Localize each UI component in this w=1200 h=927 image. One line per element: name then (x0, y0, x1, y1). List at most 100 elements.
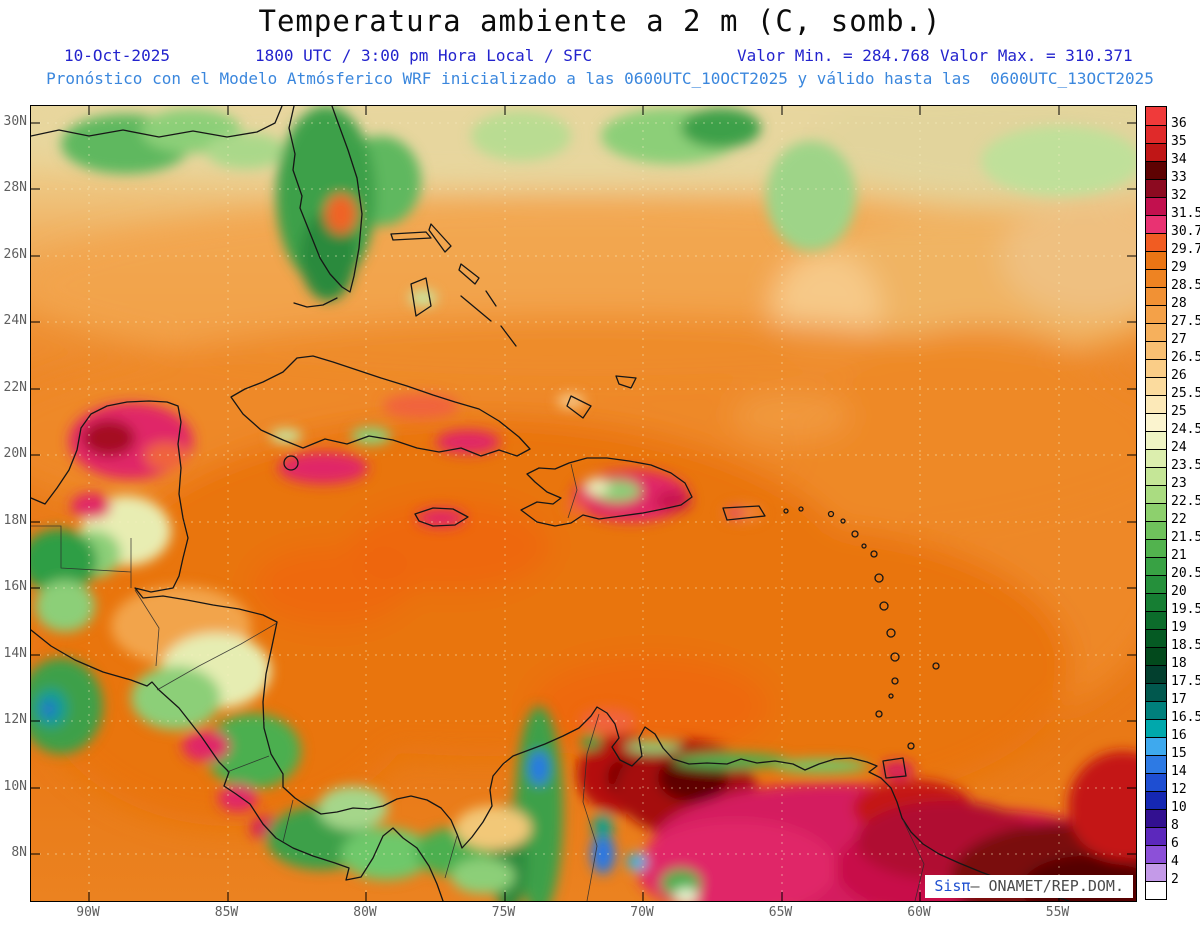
colorbar-tick-label: 19 (1171, 620, 1187, 635)
colorbar-tick-label: 4 (1171, 854, 1179, 869)
gulf-coast (31, 106, 283, 138)
colorbar-tick-label: 27 (1171, 332, 1187, 347)
colorbar-tick-label: 29 (1171, 260, 1187, 275)
colorbar-tick-label: 18 (1171, 656, 1187, 671)
colorbar-segment (1146, 377, 1166, 395)
lon-tick-label: 60W (907, 905, 931, 920)
forecast-model-line: Pronóstico con el Modelo Atmósferico WRF… (46, 69, 1154, 88)
colorbar-segment (1146, 827, 1166, 845)
lesser-antilles (783, 506, 940, 750)
colorbar-segment (1146, 647, 1166, 665)
colorbar-segment (1146, 431, 1166, 449)
jamaica-coast (414, 507, 469, 527)
isla-juventud (283, 455, 299, 471)
cuba-coast (230, 355, 531, 457)
colorbar-tick-label: 28.5 (1171, 278, 1200, 293)
colorbar-tick-label: 26.5 (1171, 350, 1200, 365)
colorbar-tick-label: 36 (1171, 116, 1187, 131)
colorbar-segment (1146, 683, 1166, 701)
colorbar-tick-label: 16 (1171, 728, 1187, 743)
colorbar-segment (1146, 305, 1166, 323)
lat-tick-label: 26N (3, 246, 27, 262)
colorbar-segment (1146, 539, 1166, 557)
colorbar-tick-label: 20.5 (1171, 566, 1200, 581)
colorbar-tick-label: 22.5 (1171, 494, 1200, 509)
colorbar-segment (1146, 107, 1166, 125)
colorbar-tick-label: 20 (1171, 584, 1187, 599)
grid-lines (31, 106, 1136, 901)
lon-tick-label: 70W (630, 905, 654, 920)
watermark-org: – ONAMET/REP.DOM. (970, 877, 1124, 895)
colorbar-tick-label: 25.5 (1171, 386, 1200, 401)
colorbar-tick-label: 28 (1171, 296, 1187, 311)
colorbar-tick-label: 32 (1171, 188, 1187, 203)
mainland-caribbean-coast (31, 400, 1070, 901)
lon-tick-label: 55W (1045, 905, 1070, 920)
colorbar-segment (1146, 161, 1166, 179)
colorbar-segment (1146, 467, 1166, 485)
colorbar-tick-label: 23.5 (1171, 458, 1200, 473)
colorbar-tick-label: 10 (1171, 800, 1187, 815)
colorbar-tick-label: 21.5 (1171, 530, 1200, 545)
lat-tick-label: 16N (3, 579, 27, 595)
run-date-label: 10-Oct-2025 (64, 46, 170, 65)
colorbar-segment (1146, 845, 1166, 863)
colorbar-tick-label: 15 (1171, 746, 1187, 761)
colorbar-segment (1146, 575, 1166, 593)
colorbar-tick-label: 33 (1171, 170, 1187, 185)
temperature-broad-field (31, 106, 1136, 826)
valid-time-label: 1800 UTC / 3:00 pm Hora Local / SFC (255, 46, 593, 65)
colorbar-segment (1146, 881, 1166, 899)
lat-tick-label: 10N (3, 778, 27, 794)
colorbar-tick-label: 29.7 (1171, 242, 1200, 257)
colorbar-segment (1146, 701, 1166, 719)
colorbar-tick-label: 16.5 (1171, 710, 1200, 725)
colorbar-segment (1146, 773, 1166, 791)
colorbar-tick-label: 24 (1171, 440, 1187, 455)
temperature-map-svg (31, 106, 1136, 901)
colorbar-segment (1146, 197, 1166, 215)
colorbar-tick-label: 21 (1171, 548, 1187, 563)
map-area: Sisπ– ONAMET/REP.DOM. (30, 105, 1137, 902)
colorbar-segment (1146, 593, 1166, 611)
colorbar-segment (1146, 629, 1166, 647)
colorbar-tick-label: 17.5 (1171, 674, 1200, 689)
page-title: Temperatura ambiente a 2 m (C, somb.) (258, 4, 942, 38)
colorbar-tick-label: 30.7 (1171, 224, 1200, 239)
trinidad-coast (882, 757, 907, 779)
colorbar-segment (1146, 215, 1166, 233)
lon-tick-label: 85W (214, 905, 239, 920)
bahamas (390, 223, 637, 419)
colorbar-segment (1146, 359, 1166, 377)
colorbar-segment (1146, 665, 1166, 683)
colorbar-segment (1146, 287, 1166, 305)
colorbar-segment (1146, 233, 1166, 251)
colorbar-tick-label: 25 (1171, 404, 1187, 419)
colorbar-tick-label: 2 (1171, 872, 1179, 887)
colorbar-segment (1146, 125, 1166, 143)
colorbar-segment (1146, 485, 1166, 503)
colorbar-tick-label: 34 (1171, 152, 1187, 167)
florida-keys (293, 297, 338, 308)
colorbar-segment (1146, 791, 1166, 809)
colorbar-segment (1146, 395, 1166, 413)
axis-ticks (31, 106, 1136, 901)
lat-tick-label: 28N (3, 180, 27, 196)
colorbar-tick-label: 19.5 (1171, 602, 1200, 617)
colorbar-tick-label: 17 (1171, 692, 1187, 707)
colorbar (1145, 106, 1167, 900)
lon-tick-label: 75W (491, 905, 516, 920)
colorbar-segment (1146, 557, 1166, 575)
colorbar-segment (1146, 341, 1166, 359)
value-max-label: Valor Max. = 310.371 (940, 46, 1133, 65)
colorbar-segment (1146, 143, 1166, 161)
colorbar-segment (1146, 251, 1166, 269)
lat-tick-label: 30N (3, 114, 27, 129)
lon-tick-label: 90W (76, 905, 100, 920)
colorbar-tick-label: 31.5 (1171, 206, 1200, 221)
colorbar-segment (1146, 413, 1166, 431)
colorbar-tick-label: 26 (1171, 368, 1187, 383)
colorbar-segment (1146, 179, 1166, 197)
colorbar-segment (1146, 863, 1166, 881)
